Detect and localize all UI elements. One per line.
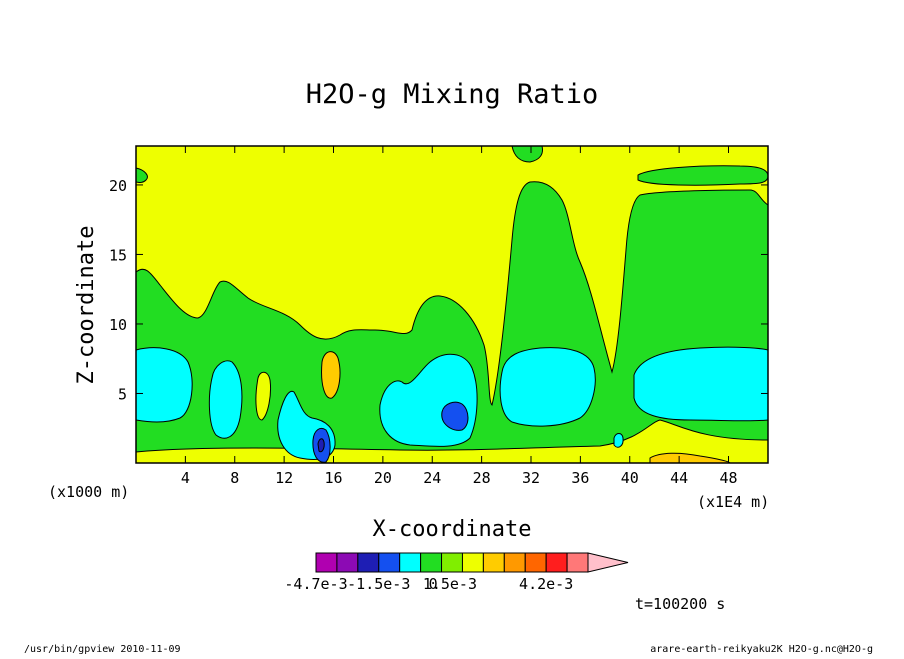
x-tick-label: 4: [181, 469, 190, 487]
colorbar-swatch: [357, 552, 380, 573]
cyan-region-left: [136, 347, 193, 423]
y-axis-label: Z-coordinate: [74, 226, 99, 385]
y-tick-label: 20: [109, 177, 127, 195]
x-axis-label: X-coordinate: [373, 517, 532, 542]
y-axis-ticks: 5 10 15 20: [109, 177, 768, 403]
cyan-region-34: [499, 347, 596, 427]
colorbar-swatch: [482, 552, 505, 573]
cyan-region-8: [208, 360, 243, 439]
x-tick-label: 28: [473, 469, 491, 487]
colorbar-arrow: [587, 552, 629, 573]
x-tick-label: 40: [621, 469, 639, 487]
colorbar-swatch: [420, 552, 443, 573]
x-tick-label: 32: [522, 469, 540, 487]
green-patch-left: [136, 167, 148, 183]
x-tick-label: 44: [670, 469, 688, 487]
colorbar-swatch: [545, 552, 568, 573]
yellow-island-10: [255, 371, 271, 421]
y-tick-label: 5: [118, 385, 127, 403]
x-tick-label: 20: [374, 469, 392, 487]
colorbar-swatch: [503, 552, 526, 573]
colorbar-swatch: [461, 552, 484, 573]
colorbar-label: 4.2e-3: [519, 575, 573, 593]
colorbar-swatch: [378, 552, 401, 573]
colorbar-swatch: [524, 552, 547, 573]
x-axis-ticks: 4 8 12 16 20 24 28 32 36 40 44 48: [181, 146, 738, 487]
x-tick-label: 24: [423, 469, 441, 487]
blue-region-26: [441, 401, 469, 431]
orange-region-16: [321, 351, 341, 399]
colorbar-swatch: [566, 552, 589, 573]
green-patch-top: [511, 146, 543, 163]
x-tick-label: 16: [324, 469, 342, 487]
colorbar-swatch: [315, 552, 338, 573]
x-tick-label: 48: [719, 469, 737, 487]
colorbar-label: -1.5e-3: [347, 575, 410, 593]
colorbar-swatch: [336, 552, 359, 573]
time-label: t=100200 s: [635, 595, 725, 613]
colorbar-swatch: [399, 552, 422, 573]
navy-core-15: [317, 438, 325, 453]
footer-right: arare-earth-reikyaku2K_H2O-g.nc@H2O-g: [650, 644, 873, 654]
contour-field: [136, 146, 768, 463]
y-unit-label: (x1000 m): [48, 483, 129, 501]
cyan-region-right: [633, 346, 768, 422]
colorbar-swatch: [441, 552, 463, 573]
chart-title: H2O-g Mixing Ratio: [306, 79, 599, 110]
colorbar-label: 0: [429, 575, 438, 593]
footer-left: /usr/bin/gpview 2010-11-09: [24, 644, 181, 654]
colorbar-label: -4.7e-3: [284, 575, 347, 593]
x-unit-label: (x1E4 m): [697, 493, 769, 511]
x-tick-label: 12: [275, 469, 293, 487]
y-tick-label: 10: [109, 316, 127, 334]
colorbar-label: 1.5e-3: [423, 575, 477, 593]
colorbar: -4.7e-3 -1.5e-3 01.5e-3 4.2e-3: [284, 552, 629, 593]
x-tick-label: 8: [230, 469, 239, 487]
x-tick-label: 36: [571, 469, 589, 487]
plot-frame: [135, 145, 769, 464]
cyan-spot-39: [613, 433, 624, 448]
y-tick-label: 15: [109, 246, 127, 264]
